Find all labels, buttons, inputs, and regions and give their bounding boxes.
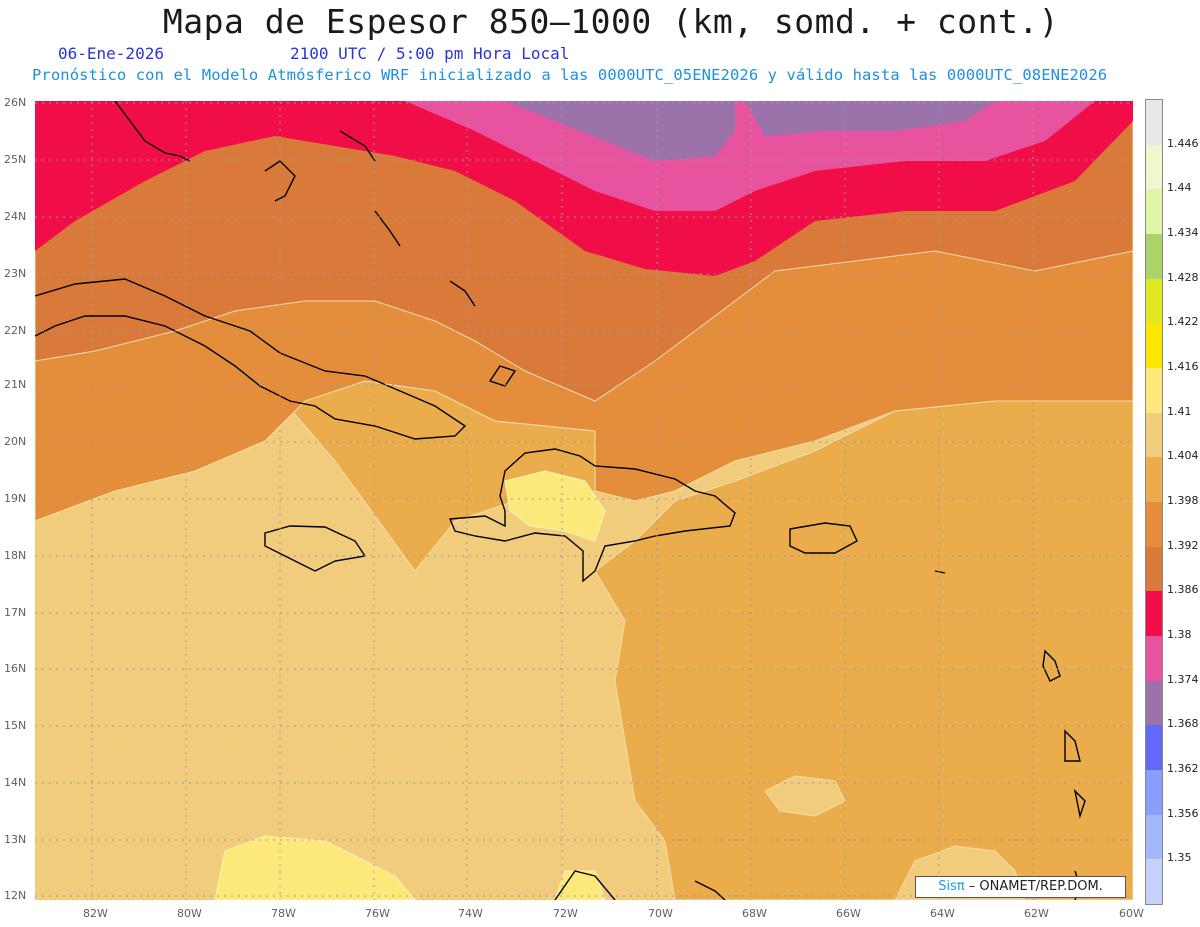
graticule — [35, 101, 1133, 900]
lon-label: 80W — [177, 907, 202, 920]
lon-label: 78W — [271, 907, 296, 920]
legend-label: 1.398 — [1167, 494, 1199, 507]
zone-yellow-south-east — [554, 870, 606, 900]
lon-label: 76W — [365, 907, 390, 920]
legend-swatch — [1146, 323, 1162, 369]
credit-org: – ONAMET/REP.DOM. — [964, 879, 1103, 894]
legend-swatch — [1146, 680, 1162, 726]
forecast-date: 06-Ene-2026 — [58, 44, 164, 63]
lon-label: 66W — [836, 907, 861, 920]
legend-swatch — [1146, 412, 1162, 458]
model-run-info: Pronóstico con el Modelo Atmósferico WRF… — [32, 66, 1108, 84]
legend-swatch — [1146, 546, 1162, 592]
legend-swatch — [1146, 457, 1162, 503]
lat-label: 23N — [4, 267, 27, 280]
lat-label: 13N — [4, 833, 27, 846]
legend-swatch — [1146, 814, 1162, 860]
legend-label: 1.416 — [1167, 360, 1199, 373]
legend-label: 1.374 — [1167, 672, 1199, 686]
lat-label: 24N — [4, 210, 27, 223]
lon-label: 74W — [458, 907, 483, 920]
legend-swatch — [1146, 144, 1162, 190]
lon-label: 72W — [553, 907, 578, 920]
lat-label: 12N — [4, 889, 27, 902]
lat-label: 14N — [4, 776, 27, 789]
lat-label: 17N — [4, 606, 27, 619]
legend-label: 1.356 — [1167, 806, 1199, 820]
thickness-map — [35, 101, 1133, 900]
legend-swatch — [1146, 770, 1162, 816]
lat-label: 19N — [4, 492, 27, 505]
legend-label: 1.428 — [1167, 270, 1199, 284]
legend-swatch — [1146, 278, 1162, 324]
map-canvas — [35, 101, 1133, 900]
zone-yellow-south — [214, 835, 416, 900]
lat-label: 18N — [4, 549, 27, 562]
legend-label: 1.392 — [1167, 538, 1199, 552]
legend-swatch — [1146, 234, 1162, 280]
lon-label: 60W — [1119, 907, 1144, 920]
lon-label: 64W — [930, 907, 955, 920]
legend-swatch — [1146, 636, 1162, 682]
forecast-time: 2100 UTC / 5:00 pm Hora Local — [290, 44, 570, 63]
legend-swatch — [1146, 859, 1162, 905]
legend-label: 1.434 — [1167, 226, 1199, 239]
lat-label: 26N — [4, 96, 27, 109]
lon-label: 62W — [1024, 907, 1049, 920]
legend-label: 1.386 — [1167, 583, 1199, 597]
legend-colorbar — [1145, 99, 1163, 905]
map-title: Mapa de Espesor 850—1000 (km, somd. + co… — [162, 2, 1060, 41]
lat-label: 25N — [4, 153, 27, 166]
lat-label: 21N — [4, 378, 27, 391]
zone-purple-east — [745, 101, 995, 136]
legend-label: 1.422 — [1167, 315, 1199, 329]
zone-yellow-hispaniola — [504, 470, 606, 542]
legend-swatch — [1146, 100, 1162, 146]
legend-label: 1.404 — [1167, 449, 1199, 463]
legend-label: 1.368 — [1167, 717, 1199, 731]
legend-label: 1.362 — [1167, 762, 1199, 775]
coastlines — [35, 101, 1086, 900]
legend-label: 1.38 — [1167, 628, 1192, 641]
lat-label: 16N — [4, 662, 27, 675]
legend-swatch — [1146, 725, 1162, 771]
legend-swatch — [1146, 189, 1162, 235]
lon-label: 82W — [83, 907, 108, 920]
lon-label: 68W — [742, 907, 767, 920]
legend-label: 1.35 — [1167, 851, 1192, 865]
legend-label: 1.446 — [1167, 136, 1199, 150]
legend-label: 1.44 — [1167, 181, 1192, 195]
legend-swatch — [1146, 368, 1162, 414]
lat-label: 15N — [4, 719, 27, 732]
legend-swatch — [1146, 502, 1162, 548]
lat-label: 20N — [4, 435, 27, 448]
credit-box: Sisπ – ONAMET/REP.DOM. — [915, 876, 1126, 898]
legend-label: 1.41 — [1167, 404, 1192, 418]
legend-swatch — [1146, 591, 1162, 637]
lat-label: 22N — [4, 324, 27, 337]
lon-label: 70W — [648, 907, 673, 920]
credit-brand: Sisπ — [938, 879, 965, 894]
